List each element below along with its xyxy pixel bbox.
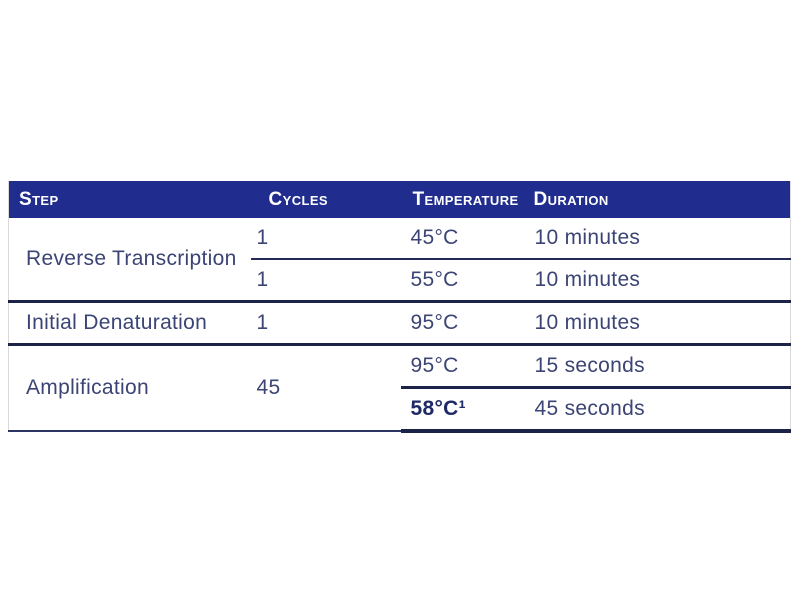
cycles-cell: 45 bbox=[250, 344, 401, 432]
pcr-protocol-table: Step Cycles Temperature Duration Reverse… bbox=[8, 181, 791, 433]
temperature-cell: 95°C bbox=[400, 344, 521, 389]
table-row: Amplification 45 95°C 15 seconds bbox=[8, 344, 791, 432]
table-row: Reverse Transcription 1 45°C 10 minutes bbox=[8, 218, 791, 303]
column-header-duration: Duration bbox=[520, 181, 791, 218]
table-row: 58°C¹ 45 seconds bbox=[9, 387, 791, 433]
column-header-temperature: Temperature bbox=[400, 181, 521, 218]
step-cell: Initial Denaturation bbox=[8, 301, 251, 346]
duration-cell: 10 minutes bbox=[520, 218, 791, 260]
duration-cell: 10 minutes bbox=[520, 259, 791, 303]
column-header-cycles: Cycles bbox=[250, 181, 401, 218]
temperature-cell: 95°C bbox=[400, 301, 521, 346]
step-cell: Reverse Transcription bbox=[8, 218, 251, 303]
temperature-cell: 55°C bbox=[400, 259, 521, 303]
cycles-cell: 1 bbox=[250, 218, 401, 260]
header-row: Step Cycles Temperature Duration bbox=[8, 181, 791, 218]
duration-cell: 15 seconds bbox=[520, 344, 791, 389]
duration-cell: 45 seconds bbox=[520, 387, 791, 433]
temperature-cell: 45°C bbox=[400, 218, 521, 260]
step-cell: Amplification bbox=[8, 344, 251, 432]
cycles-cell: 1 bbox=[250, 301, 401, 346]
cycles-cell: 1 bbox=[250, 259, 401, 303]
table-row: 1 55°C 10 minutes bbox=[9, 259, 791, 303]
duration-cell: 10 minutes bbox=[520, 301, 791, 346]
temperature-cell-annealing: 58°C¹ bbox=[400, 387, 521, 433]
table-row: Initial Denaturation 1 95°C 10 minutes bbox=[8, 301, 791, 346]
column-header-step: Step bbox=[8, 181, 251, 218]
